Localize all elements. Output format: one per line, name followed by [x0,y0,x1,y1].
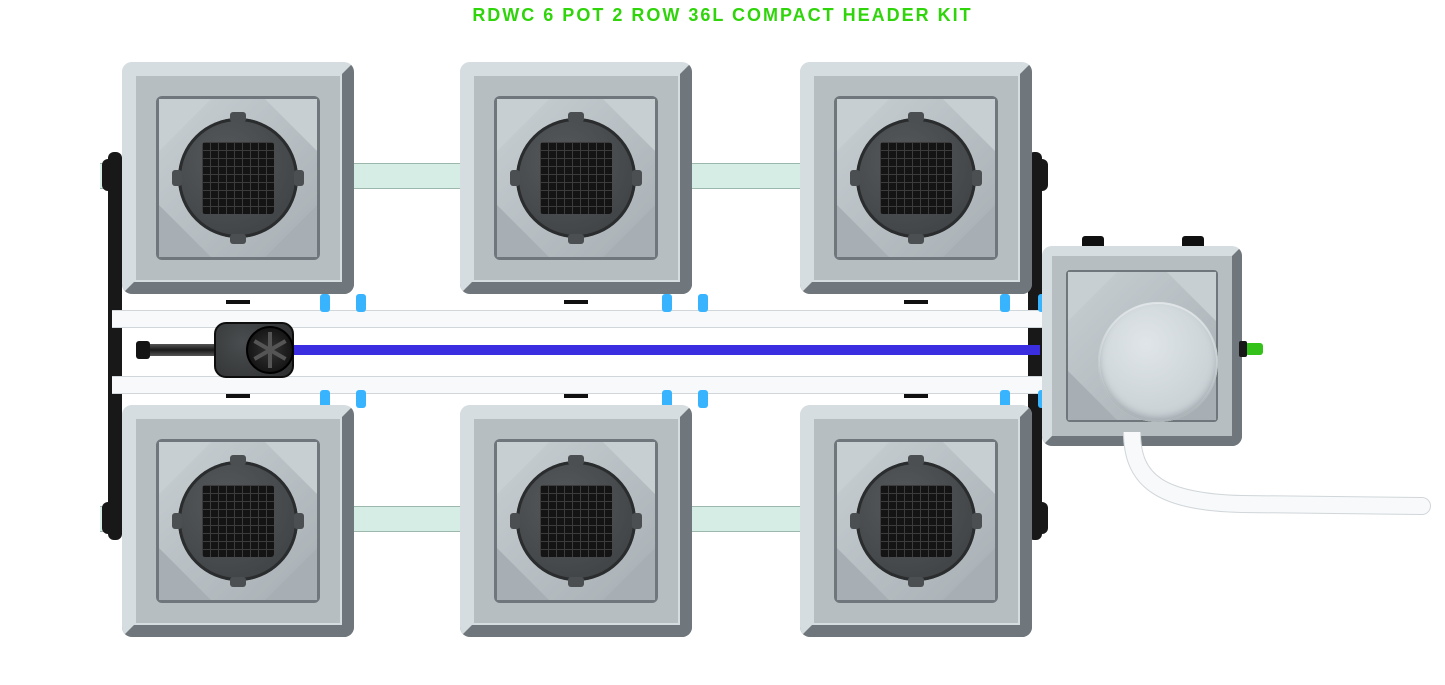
net-basket-grid [880,485,952,557]
net-basket-grid [540,485,612,557]
drop-connector [1000,294,1010,312]
basket-lug [568,455,584,465]
drop-connector [698,294,708,312]
drop-connector [662,294,672,312]
header-outlet [1245,343,1263,355]
net-basket [178,118,298,238]
drop-connector [320,294,330,312]
basket-lug [568,234,584,244]
pot-notch [564,394,588,398]
basket-lug [294,513,304,529]
basket-lug [230,455,246,465]
basket-lug [510,170,520,186]
basket-lug [568,577,584,587]
basket-lug [510,513,520,529]
basket-lug [908,455,924,465]
manifold-left [108,152,122,540]
net-basket [516,461,636,581]
basket-lug [850,513,860,529]
return-pipe [112,376,1045,394]
pot-notch [904,394,928,398]
drop-connector [356,390,366,408]
drop-connector [698,390,708,408]
diagram-title: RDWC 6 POT 2 ROW 36L COMPACT HEADER KIT [0,5,1445,26]
basket-lug [908,577,924,587]
pot-unit [800,405,1032,637]
basket-lug [230,112,246,122]
basket-lug [294,170,304,186]
pot-notch [226,394,250,398]
header-inner [1066,270,1218,422]
basket-lug [568,112,584,122]
basket-lug [172,170,182,186]
pot-unit [460,62,692,294]
pot-unit [122,62,354,294]
header-outlet-collar [1239,341,1247,357]
basket-lug [908,234,924,244]
pump-fan [246,326,294,374]
net-basket-grid [202,142,274,214]
header-bevel [1068,272,1117,321]
supply-pipe-blue [290,345,1040,355]
basket-lug [972,170,982,186]
net-basket [516,118,636,238]
basket-lug [908,112,924,122]
basket-lug [972,513,982,529]
header-tank [1042,246,1242,446]
net-basket-grid [202,485,274,557]
drain-hose [1122,432,1442,572]
pump-shaft [148,344,218,356]
basket-lug [632,170,642,186]
net-basket [856,118,976,238]
pot-unit [122,405,354,637]
drop-connector [356,294,366,312]
basket-lug [172,513,182,529]
pot-notch [564,300,588,304]
net-basket [178,461,298,581]
pot-notch [226,300,250,304]
pot-notch [904,300,928,304]
basket-lug [850,170,860,186]
basket-lug [632,513,642,529]
pot-unit [460,405,692,637]
pot-unit [800,62,1032,294]
basket-lug [230,577,246,587]
pump-inlet [136,341,150,359]
net-basket [856,461,976,581]
net-basket-grid [880,142,952,214]
basket-lug [230,234,246,244]
header-lid [1098,302,1218,422]
net-basket-grid [540,142,612,214]
